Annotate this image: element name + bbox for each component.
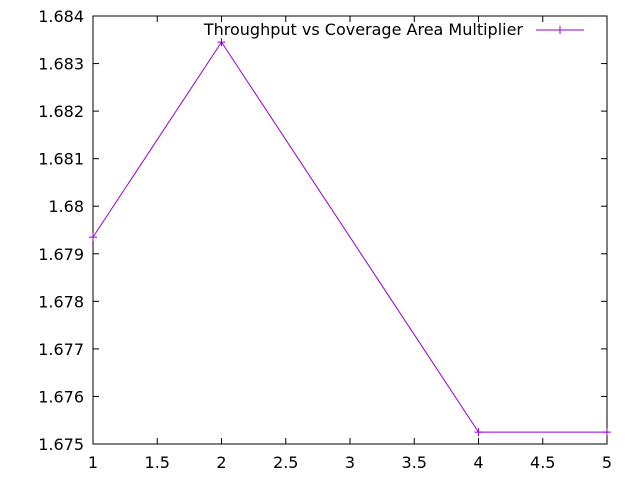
- data-point-marker: [217, 38, 226, 47]
- x-tick-label: 1: [88, 453, 98, 472]
- legend-label: Throughput vs Coverage Area Multiplier: [203, 20, 524, 39]
- x-tick-label: 2: [216, 453, 226, 472]
- y-tick-label: 1.683: [38, 55, 84, 74]
- x-tick-label: 3: [345, 453, 355, 472]
- x-tick-label: 1.5: [145, 453, 170, 472]
- y-tick-label: 1.68: [48, 197, 84, 216]
- y-tick-label: 1.677: [38, 340, 84, 359]
- y-axis: 1.675 1.676 1.677 1.678 1.679 1.68 1.681 1.682 1…: [38, 7, 607, 454]
- data-point-marker: [603, 428, 611, 437]
- y-tick-label: 1.676: [38, 387, 84, 406]
- data-point-marker: [474, 428, 483, 437]
- x-tick-label: 4: [473, 453, 483, 472]
- y-tick-label: 1.684: [38, 7, 84, 26]
- data-point-marker: [89, 233, 97, 242]
- plot-area: [92, 15, 608, 445]
- y-tick-label: 1.682: [38, 102, 84, 121]
- y-tick-label: 1.678: [38, 292, 84, 311]
- x-tick-label: 4.5: [530, 453, 555, 472]
- x-axis: 1 1.5 2 2.5 3 3.5 4 4.5 5: [88, 16, 612, 472]
- x-tick-label: 3.5: [402, 453, 427, 472]
- series-line: [92, 41, 607, 433]
- y-tick-label: 1.681: [38, 150, 84, 169]
- legend: Throughput vs Coverage Area Multiplier: [203, 20, 584, 39]
- x-tick-label: 5: [602, 453, 612, 472]
- legend-marker: [556, 26, 564, 34]
- x-tick-label: 2.5: [273, 453, 298, 472]
- y-tick-label: 1.675: [38, 435, 84, 454]
- y-tick-label: 1.679: [38, 245, 84, 264]
- series-layer: [89, 38, 611, 437]
